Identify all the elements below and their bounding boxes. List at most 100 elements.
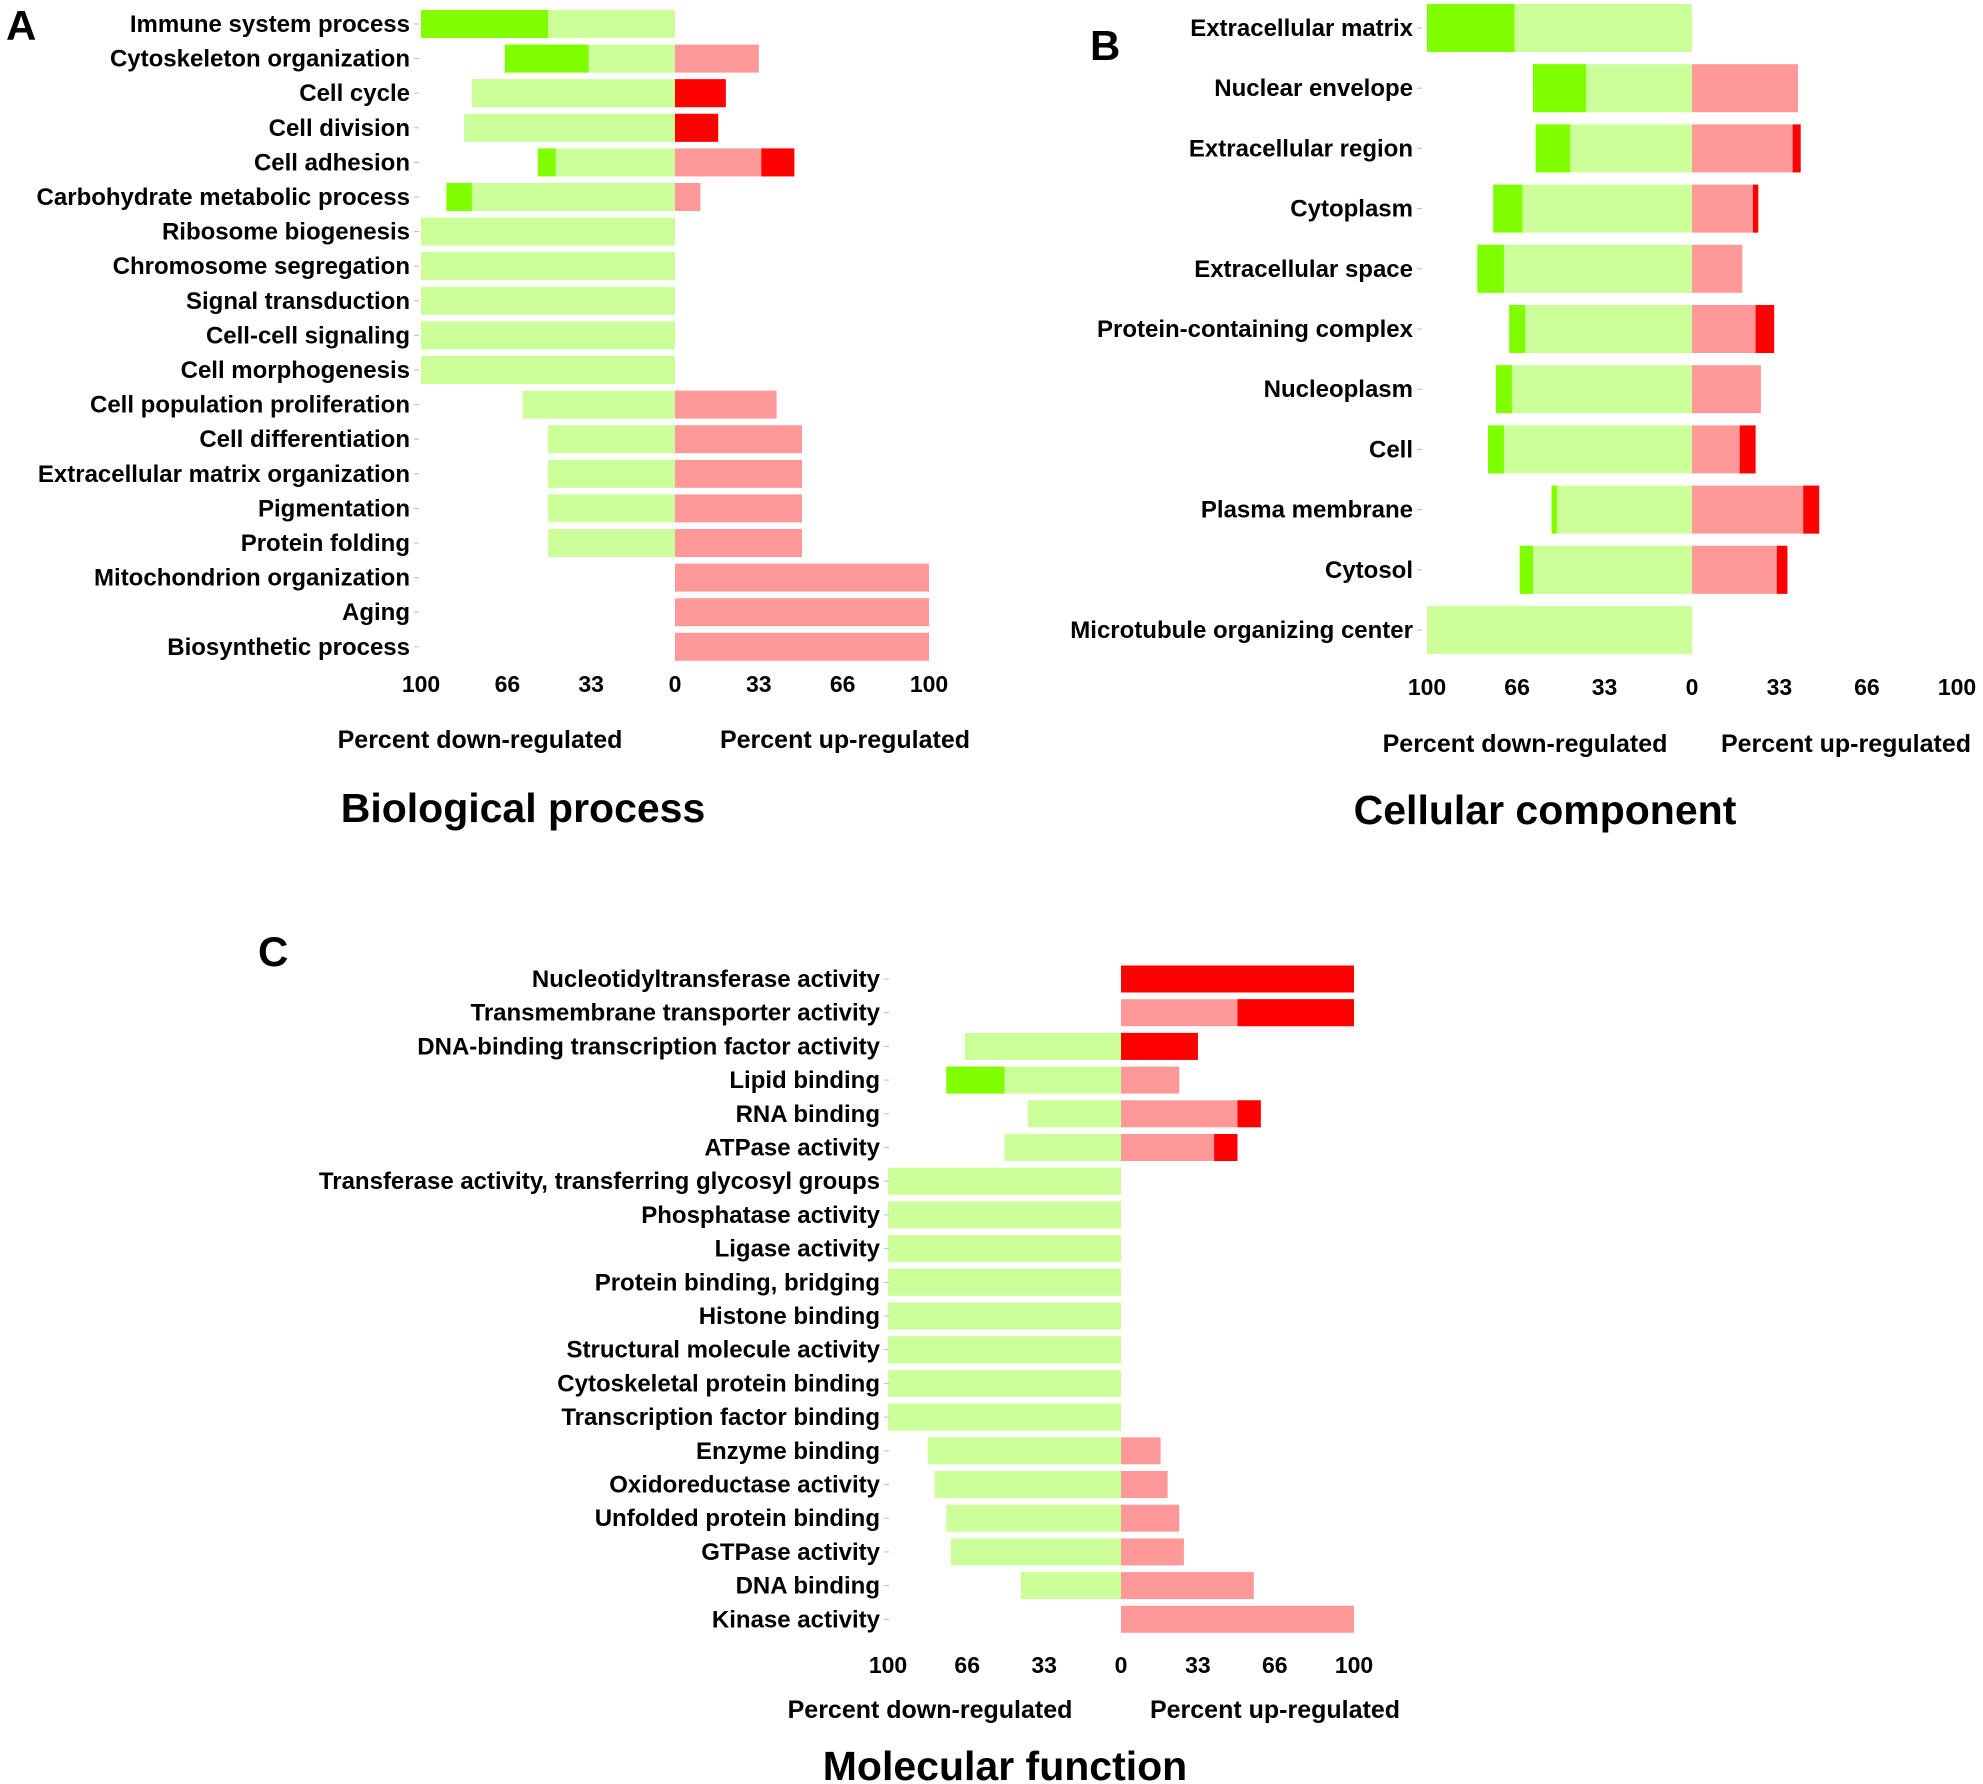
bar-down-cell-differentiation [548,425,675,454]
category-label: Ribosome biogenesis [162,219,410,246]
x-tick-label: 100 [910,671,948,697]
category-label: Protein folding [241,530,410,557]
bar-up-strong-plasma-membrane [1803,485,1820,534]
category-label: Biosynthetic process [167,634,410,661]
bar-down-ligase-activity [888,1235,1121,1263]
bar-up-strong-cell-cycle [675,79,726,108]
x-tick-label: 33 [1592,674,1618,700]
category-label: Mitochondrion organization [94,565,410,592]
category-label: Extracellular region [1189,135,1413,162]
bar-down-structural-molecule-activity [888,1336,1121,1364]
bar-up-extracellular-space [1692,244,1743,293]
bar-down-cytoskeletal-protein-binding [888,1369,1121,1397]
bar-down-protein-containing-complex [1509,305,1692,353]
x-tick-label: 33 [1767,674,1793,700]
xlabel-down-cellular-component: Percent down-regulated [1383,730,1668,758]
bar-up-pigmentation [675,494,802,523]
xlabel-up-molecular-function: Percent up-regulated [1150,1696,1400,1724]
category-label: Cell differentiation [199,426,410,453]
category-label: Extracellular space [1194,256,1413,283]
bar-up-gtpase-activity [1121,1538,1184,1566]
category-label: ATPase activity [704,1135,880,1162]
x-tick-label: 33 [746,671,772,697]
bar-up-extracellular-region [1692,124,1801,173]
bar-up-dna-binding [1121,1572,1254,1600]
panel-letter-c: C [258,928,288,975]
bar-down-nucleoplasm [1495,365,1692,414]
category-labels-molecular-function: Nucleotidyltransferase activity Transmemb… [319,966,889,1633]
category-label: Cytosol [1325,557,1413,584]
category-label: Pigmentation [258,495,410,522]
bar-down-strong-extracellular-region [1535,124,1571,173]
bar-down-cell-adhesion [537,148,675,177]
panel-molecular-function: C Nucleotidyltransferase activity Transme… [258,928,1400,1784]
category-label: Structural molecule activity [567,1337,881,1364]
bar-up-cytoplasm [1692,184,1759,233]
category-label: Carbohydrate metabolic process [37,184,410,211]
bar-up-strong-atpase-activity [1214,1134,1238,1161]
bar-down-plasma-membrane [1551,485,1692,534]
bar-down-unfolded-protein-binding [946,1504,1121,1532]
panel-biological-process: A Immune system process Cytoskeleton orga… [6,2,970,831]
category-label: Protein-containing complex [1097,316,1414,343]
bar-up-plasma-membrane [1692,485,1820,534]
category-label: Cytoskeleton organization [110,46,410,73]
category-label: Microtubule organizing center [1070,617,1413,644]
xlabel-down-molecular-function: Percent down-regulated [788,1696,1073,1724]
category-label: Cell adhesion [254,149,410,176]
bar-down-strong-extracellular-space [1477,244,1504,293]
bar-down-strong-cell-adhesion [537,148,556,177]
category-label: Ligase activity [715,1236,881,1263]
bar-down-cell-morphogenesis [421,356,675,384]
x-tick-label: 33 [1031,1652,1057,1678]
bar-down-cell-population-proliferation [522,390,675,419]
xlabel-up-cellular-component: Percent up-regulated [1721,730,1971,758]
bar-down-rna-binding [1027,1100,1121,1128]
bar-up-aging [675,598,929,627]
bar-up-strong-cytoplasm [1752,184,1759,233]
bar-up-cytoskeleton-organization [675,44,759,73]
x-tick-label: 100 [1335,1652,1373,1678]
axis-ticks-biological-process: 100 66 33 0 33 66 100 [402,671,948,697]
category-label: Extracellular matrix organization [38,461,410,488]
bar-up-strong-cell-adhesion [761,148,795,177]
bars-biological-process [421,10,929,661]
bar-down-strong-protein-containing-complex [1509,305,1526,353]
bar-up-nucleoplasm [1692,365,1761,414]
category-label: Nucleotidyltransferase activity [532,966,881,993]
axis-ticks-cellular-component: 100 66 33 0 33 66 100 [1408,674,1976,700]
xlabel-down-biological-process: Percent down-regulated [338,726,623,754]
bar-down-protein-binding-bridging [888,1268,1121,1296]
bar-up-unfolded-protein-binding [1121,1504,1180,1532]
x-tick-label: 66 [1854,674,1880,700]
bar-down-strong-nuclear-envelope [1533,64,1586,113]
category-label: Transcription factor binding [561,1404,880,1431]
category-label: Oxidoreductase activity [609,1472,880,1499]
category-label: Nuclear envelope [1214,75,1413,102]
category-label: Nucleoplasm [1264,376,1413,403]
bar-down-cytosol [1519,545,1692,594]
bar-down-chromosome-segregation [421,252,675,281]
bar-down-extracellular-matrix-organization [548,459,675,488]
bar-down-strong-extracellular-matrix [1427,4,1515,52]
category-label: Plasma membrane [1201,497,1413,524]
bar-up-strong-cell-division [675,113,719,142]
bar-up-biosynthetic-process [675,632,929,661]
bar-down-strong-cytosol [1519,545,1533,594]
bar-down-cell-division [464,113,675,142]
bar-down-strong-cytoskeleton-organization [504,44,589,73]
bars-molecular-function [888,965,1354,1633]
bar-up-cell-population-proliferation [675,390,777,419]
bar-down-ribosome-biogenesis [421,217,675,246]
x-tick-label: 66 [954,1652,980,1678]
category-label: Chromosome segregation [113,253,410,280]
category-labels-cellular-component: Extracellular matrix Nuclear envelope Extr… [1070,15,1422,644]
category-label: Cytoskeletal protein binding [557,1370,880,1397]
bar-up-enzyme-binding [1121,1437,1161,1465]
category-label: Cell cycle [299,80,410,107]
bar-up-oxidoreductase-activity [1121,1471,1168,1498]
category-label: Cell-cell signaling [206,322,410,349]
bar-down-strong-lipid-binding [946,1066,1005,1094]
bar-down-extracellular-space [1477,244,1692,293]
